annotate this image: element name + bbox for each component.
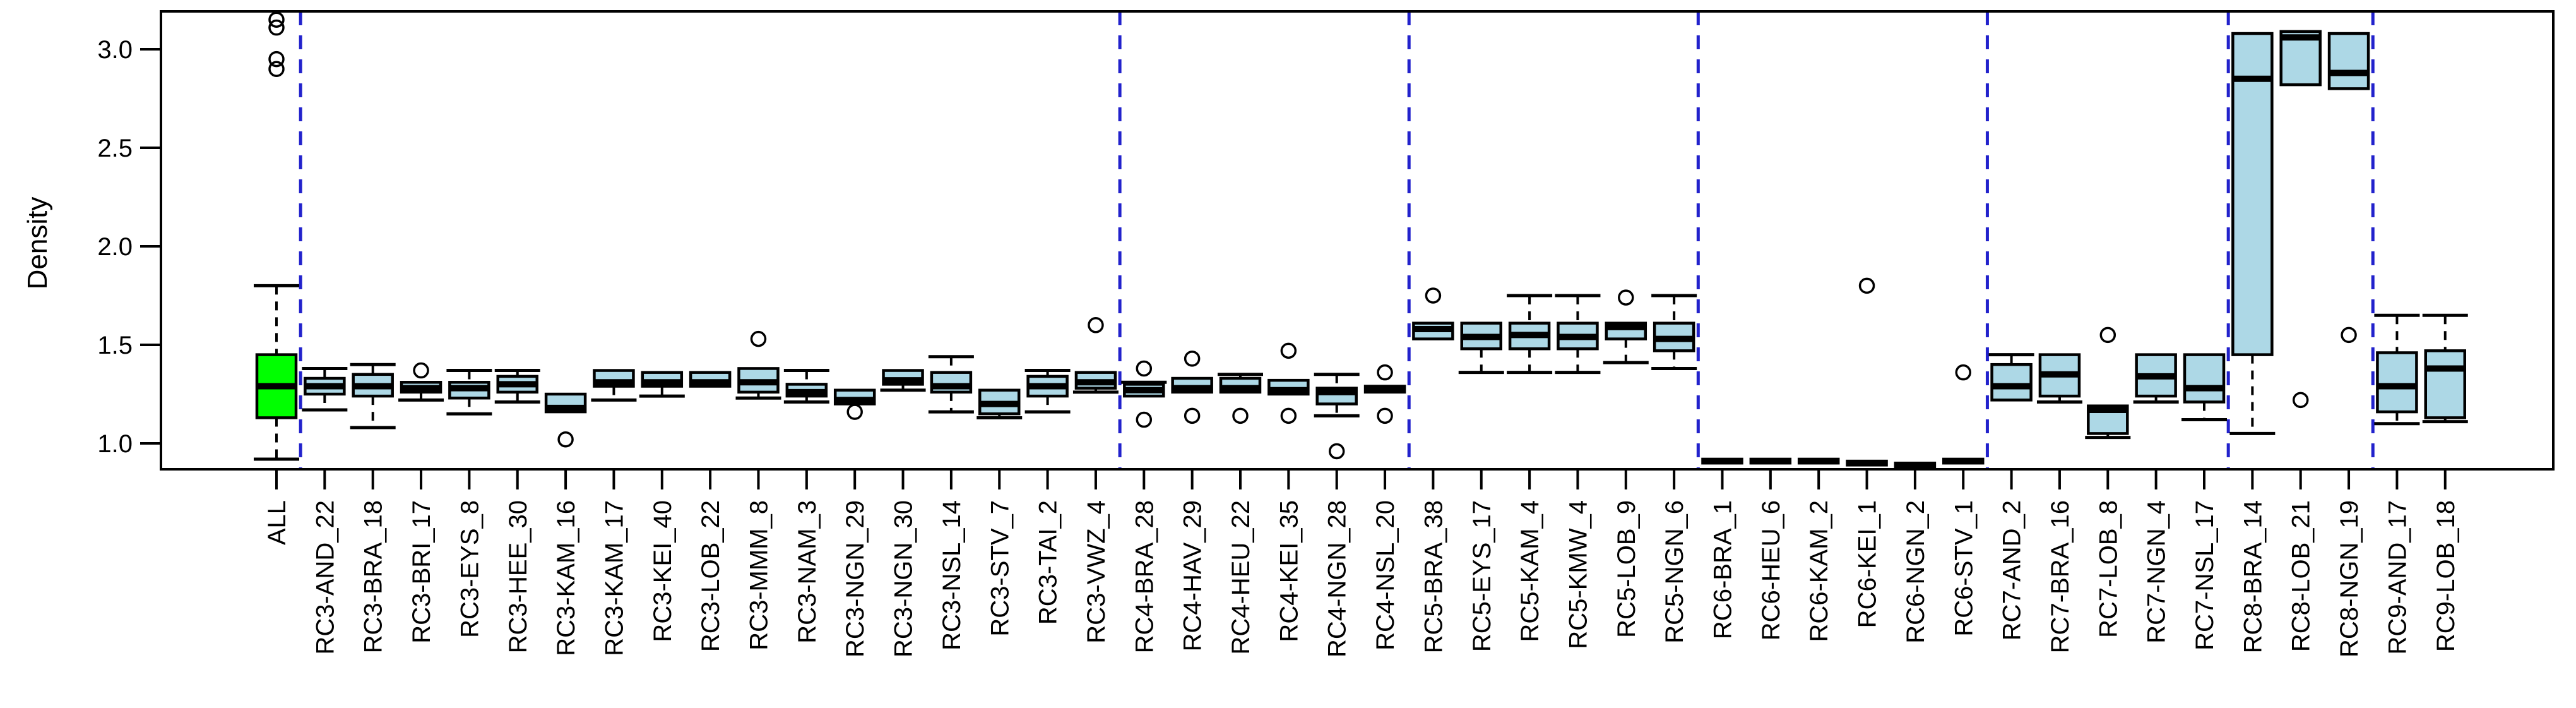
outlier-RC3-BRI_17 bbox=[413, 362, 429, 379]
x-tick-label: RC5-EYS_17 bbox=[1468, 500, 1496, 652]
x-tick-label: RC7-LOB_8 bbox=[2094, 500, 2122, 638]
x-tick-label: RC3-NGN_30 bbox=[890, 500, 918, 657]
outlier-RC4-HEU_22 bbox=[1232, 407, 1249, 424]
x-tick-label: RC3-NAM_3 bbox=[793, 500, 821, 644]
outlier-RC4-NSL_20 bbox=[1377, 364, 1393, 381]
outlier-RC7-LOB_8 bbox=[2099, 327, 2116, 344]
y-tick-label: 2.0 bbox=[97, 233, 133, 261]
outlier-RC3-NGN_29 bbox=[846, 404, 863, 420]
x-tick-label: RC4-HAV_29 bbox=[1179, 500, 1207, 651]
x-tick-label: RC7-NGN_4 bbox=[2143, 500, 2171, 644]
y-tick-label: 2.5 bbox=[97, 135, 133, 162]
outlier-RC4-NGN_28 bbox=[1328, 443, 1345, 460]
x-tick-label: RC3-MMM_8 bbox=[745, 500, 773, 651]
x-tick-label: RC3-LOB_22 bbox=[697, 500, 725, 652]
x-tick-label: RC3-NGN_29 bbox=[841, 500, 869, 657]
x-tick-label: RC4-HEU_22 bbox=[1227, 500, 1255, 655]
x-tick-label: RC3-VWZ_4 bbox=[1083, 500, 1110, 644]
x-tick-label: RC4-BRA_28 bbox=[1131, 500, 1158, 653]
x-tick-label: RC7-NSL_17 bbox=[2191, 500, 2219, 651]
x-tick-label: RC4-KEI_35 bbox=[1275, 500, 1303, 642]
outlier-ALL bbox=[268, 51, 285, 68]
y-tick-label: 3.0 bbox=[97, 36, 133, 64]
outlier-ALL bbox=[268, 19, 285, 36]
outlier-ALL bbox=[268, 11, 285, 28]
outlier-RC4-HAV_29 bbox=[1184, 407, 1201, 424]
outlier-RC4-HAV_29 bbox=[1184, 351, 1201, 367]
x-tick-label: RC3-NSL_14 bbox=[938, 500, 966, 651]
x-tick-label: RC5-KMW_4 bbox=[1564, 500, 1592, 649]
x-tick-label: RC8-NGN_19 bbox=[2336, 500, 2363, 657]
box-RC9-AND_17 bbox=[2376, 351, 2418, 414]
x-tick-label: RC3-HEE_30 bbox=[504, 500, 532, 653]
x-tick-label: RC6-BRA_1 bbox=[1709, 500, 1737, 639]
outlier-RC8-LOB_21 bbox=[2292, 392, 2309, 409]
x-tick-label: RC4-NSL_20 bbox=[1372, 500, 1399, 651]
x-tick-label: ALL bbox=[263, 500, 291, 545]
x-tick-label: RC3-TAI_2 bbox=[1035, 500, 1062, 625]
x-tick-label: RC3-BRA_18 bbox=[360, 500, 388, 653]
outlier-RC3-MMM_8 bbox=[750, 330, 767, 347]
x-tick-label: RC9-LOB_18 bbox=[2432, 500, 2460, 652]
outlier-RC6-STV_1 bbox=[1955, 364, 1971, 381]
x-tick-label: RC6-KEI_1 bbox=[1854, 500, 1882, 628]
plot-border bbox=[160, 10, 2555, 471]
x-tick-label: RC3-KAM_17 bbox=[600, 500, 628, 656]
box-RC7-NSL_17 bbox=[2183, 353, 2226, 404]
box-RC7-AND_2 bbox=[1990, 363, 2033, 402]
x-tick-label: RC7-AND_2 bbox=[1998, 500, 2026, 640]
x-tick-label: RC6-NGN_2 bbox=[1902, 500, 1930, 644]
x-tick-label: RC3-KAM_16 bbox=[552, 500, 580, 656]
x-tick-label: RC5-LOB_9 bbox=[1613, 500, 1641, 638]
x-tick-label: RC3-KEI_40 bbox=[649, 500, 677, 642]
outlier-RC4-KEI_35 bbox=[1280, 407, 1297, 424]
outlier-RC5-LOB_9 bbox=[1618, 289, 1634, 306]
x-tick-label: RC3-AND_22 bbox=[311, 500, 339, 655]
x-tick-label: RC6-STV_1 bbox=[1950, 500, 1978, 637]
outlier-RC5-BRA_38 bbox=[1425, 287, 1442, 304]
x-tick-label: RC4-NGN_28 bbox=[1324, 500, 1351, 657]
outlier-ALL bbox=[268, 61, 285, 77]
outlier-RC3-KAM_16 bbox=[557, 431, 574, 448]
x-tick-label: RC9-AND_17 bbox=[2383, 500, 2411, 655]
outlier-RC4-BRA_28 bbox=[1136, 411, 1153, 428]
x-tick-label: RC8-BRA_14 bbox=[2239, 500, 2267, 653]
box-RC8-BRA_14 bbox=[2231, 32, 2274, 356]
x-tick-label: RC3-BRI_17 bbox=[408, 500, 436, 644]
x-tick-label: RC7-BRA_16 bbox=[2046, 500, 2074, 653]
x-tick-label: RC3-EYS_8 bbox=[456, 500, 484, 638]
outlier-RC4-KEI_35 bbox=[1280, 342, 1297, 359]
outlier-RC8-NGN_19 bbox=[2341, 327, 2357, 344]
outlier-RC4-NSL_20 bbox=[1377, 407, 1393, 424]
box-RC9-LOB_18 bbox=[2424, 349, 2466, 419]
x-tick-label: RC8-LOB_21 bbox=[2288, 500, 2315, 652]
x-tick-label: RC5-KAM_4 bbox=[1516, 500, 1544, 642]
x-tick-label: RC5-NGN_6 bbox=[1661, 500, 1689, 644]
x-tick-label: RC3-STV_7 bbox=[986, 500, 1014, 637]
outlier-RC4-BRA_28 bbox=[1136, 360, 1153, 377]
y-tick-label: 1.5 bbox=[97, 332, 133, 359]
x-tick-label: RC5-BRA_38 bbox=[1420, 500, 1447, 653]
x-tick-label: RC6-KAM_2 bbox=[1805, 500, 1833, 642]
box-RC8-NGN_19 bbox=[2327, 32, 2370, 90]
outlier-RC3-VWZ_4 bbox=[1088, 317, 1104, 333]
x-tick-label: RC6-HEU_6 bbox=[1757, 500, 1785, 640]
y-tick-label: 1.0 bbox=[97, 430, 133, 458]
outlier-RC6-KEI_1 bbox=[1858, 277, 1875, 294]
